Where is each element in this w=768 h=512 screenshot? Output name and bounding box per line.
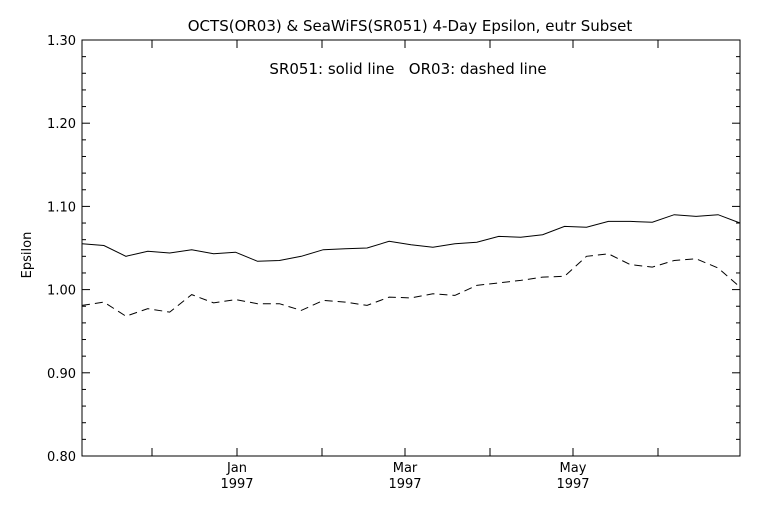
- y-tick-label: 1.30: [47, 34, 76, 49]
- series-line-sr051: [81, 214, 741, 262]
- legend-annotation: SR051: solid line OR03: dashed line: [269, 60, 546, 78]
- y-tick-label: 0.90: [47, 367, 76, 382]
- x-tick-year-label: 1997: [388, 477, 421, 492]
- series-line-or03: [81, 253, 741, 317]
- x-tick-month-label: Mar: [393, 461, 418, 476]
- series-layer: [81, 214, 741, 317]
- x-tick-month-label: Jan: [226, 461, 247, 476]
- y-tick-label: 1.10: [47, 200, 76, 215]
- x-tick-year-label: 1997: [556, 477, 589, 492]
- y-tick-label: 1.20: [47, 117, 76, 132]
- plot-frame: [81, 39, 741, 457]
- y-tick-label: 0.80: [47, 450, 76, 465]
- y-axis-label: Epsilon: [20, 232, 35, 279]
- y-axis-ticks: 0.80 0.90 1.00 1.10 1.20 1.30: [47, 34, 740, 465]
- y-tick-label: 1.00: [47, 284, 76, 299]
- chart-title: OCTS(OR03) & SeaWiFS(SR051) 4-Day Epsilo…: [188, 17, 633, 35]
- x-tick-year-label: 1997: [220, 477, 253, 492]
- x-tick-month-label: May: [560, 461, 587, 476]
